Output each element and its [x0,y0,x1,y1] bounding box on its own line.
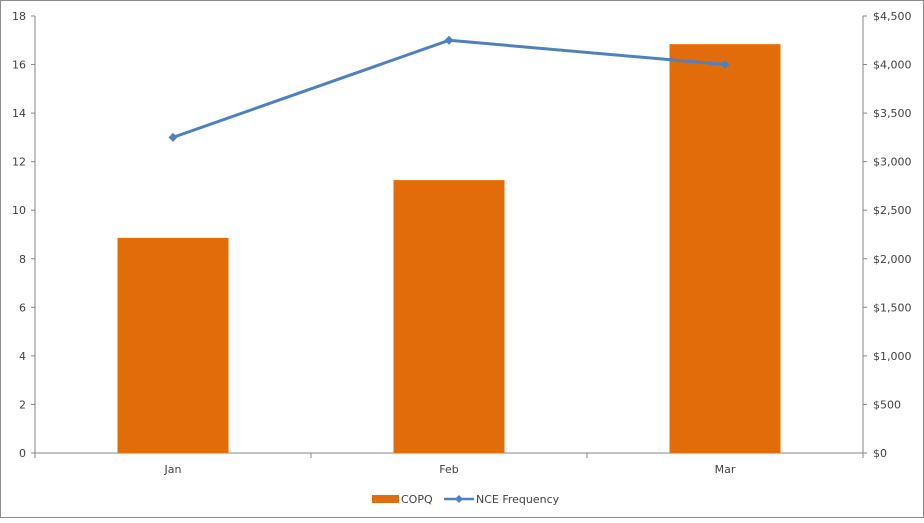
left-tick-label: 12 [12,156,26,169]
legend-copq-label: COPQ [401,493,433,506]
right-tick-label: $500 [873,398,901,411]
copq-bar [669,44,781,453]
right-tick-label: $4,500 [873,10,912,23]
category-label: Mar [715,463,736,476]
nce-diamond-marker [168,132,178,142]
left-tick-label: 8 [19,253,26,266]
left-tick-label: 6 [19,301,26,314]
copq-bars [117,44,781,453]
nce-diamond-marker [444,35,454,45]
legend-nce-label: NCE Frequency [476,493,560,506]
right-tick-label: $3,000 [873,156,912,169]
left-tick-label: 10 [12,204,26,217]
category-label: Jan [164,463,182,476]
left-tick-label: 4 [19,350,26,363]
left-tick-label: 18 [12,10,26,23]
legend-copq-swatch [372,495,399,503]
right-tick-label: $1,000 [873,350,912,363]
legend-nce-diamond-icon [455,495,463,503]
copq-bar [117,237,229,453]
left-axis: 0 2 4 6 8 10 12 14 16 18 [12,10,36,460]
right-tick-label: $2,000 [873,253,912,266]
right-tick-label: $2,500 [873,204,912,217]
right-tick-label: $1,500 [873,301,912,314]
left-tick-label: 14 [12,107,26,120]
right-tick-label: $3,500 [873,107,912,120]
left-tick-label: 2 [19,398,26,411]
legend: COPQ NCE Frequency [372,493,560,506]
right-tick-label: $0 [873,447,887,460]
category-label: Feb [439,463,458,476]
right-tick-label: $4,000 [873,59,912,72]
left-tick-label: 16 [12,59,26,72]
right-axis: $0 $500 $1,000 $1,500 $2,000 $2,500 $3,000 $3,5… [862,10,912,460]
copq-bar [393,180,505,453]
left-tick-label: 0 [19,447,26,460]
nce-diamond-marker [720,60,730,70]
nce-frequency-line [168,35,730,142]
x-axis: Jan Feb Mar [34,452,864,476]
